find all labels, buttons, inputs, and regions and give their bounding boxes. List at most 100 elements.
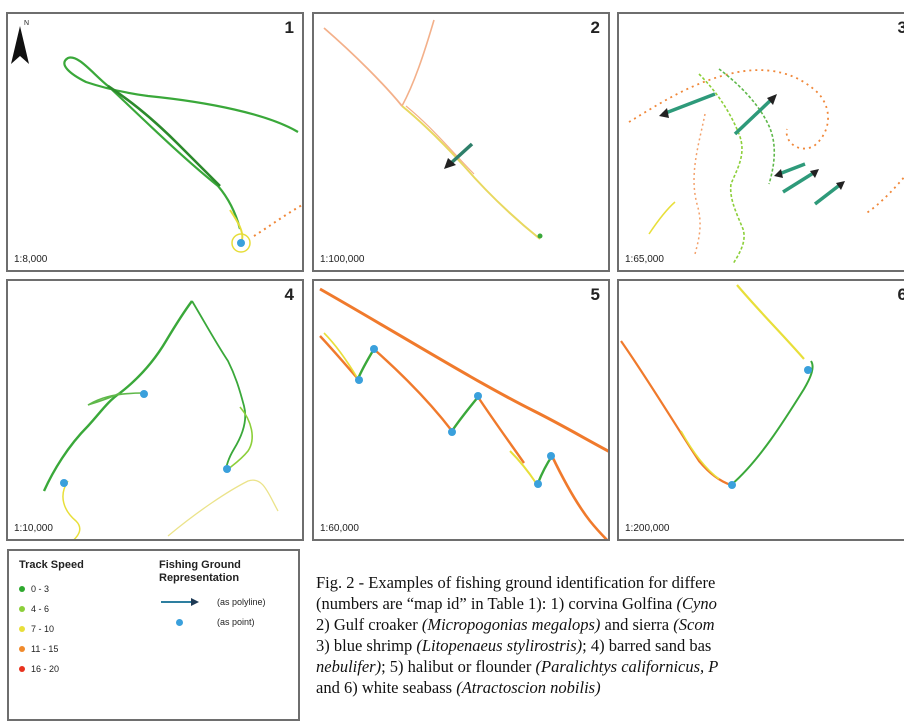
fishing-polyline xyxy=(448,142,474,166)
caption-line: 3) blue shrimp (Litopenaeus stylirostris… xyxy=(316,635,904,656)
track-green xyxy=(356,348,376,380)
fishing-point xyxy=(547,452,555,460)
map-panel-3: 3 1:65,000 xyxy=(617,12,904,272)
track-orange-dotted xyxy=(628,69,829,150)
legend-speed-row: 4 - 6 xyxy=(19,603,50,615)
scale-label: 1:10,000 xyxy=(14,523,53,534)
legend-polyline-label: (as polyline) xyxy=(217,597,266,607)
track-yellow-2 xyxy=(167,479,279,537)
panel-id: 2 xyxy=(590,18,600,37)
track-map-2 xyxy=(323,19,543,240)
track-yellow xyxy=(648,201,676,235)
track-map-6 xyxy=(620,284,814,489)
track-green xyxy=(63,56,299,230)
fishing-point xyxy=(370,345,378,353)
speed-label: 11 - 15 xyxy=(31,644,59,654)
track-yellow xyxy=(62,480,81,539)
fishing-point xyxy=(223,465,231,473)
caption-text: 3) blue shrimp xyxy=(316,636,417,655)
fishing-polyline xyxy=(782,170,816,194)
north-arrow-icon xyxy=(11,26,29,64)
track-orange xyxy=(323,27,403,107)
track-orange xyxy=(620,340,732,487)
fishing-polyline xyxy=(733,96,775,136)
point-ring xyxy=(231,233,251,253)
caption-species: (Scom xyxy=(673,615,715,634)
speed-color-dot xyxy=(19,666,25,672)
caption-text: ; 4) barred sand bas xyxy=(582,636,712,655)
track-orange-dotted xyxy=(253,203,302,237)
north-label: N xyxy=(24,20,30,27)
legend-fishing-title-2: Representation xyxy=(159,572,240,584)
caption-text: and sierra xyxy=(600,615,674,634)
caption-line: nebulifer); 5) halibut or flounder (Para… xyxy=(316,656,904,677)
track-orange-3 xyxy=(477,396,525,464)
caption-text: ; 5) halibut or flounder xyxy=(381,657,536,676)
speed-label: 16 - 20 xyxy=(31,664,60,674)
fishing-point xyxy=(448,428,456,436)
panel-id: 4 xyxy=(284,285,294,304)
scale-label: 1:60,000 xyxy=(320,523,359,534)
track-orange xyxy=(319,335,359,380)
caption-species: (Litopenaeus stylirostris) xyxy=(416,636,583,655)
caption-line: and 6) white seabass (Atractoscion nobil… xyxy=(316,677,904,698)
fishing-point xyxy=(140,390,148,398)
arrowhead-icon xyxy=(444,158,456,169)
legend-speed-row: 0 - 3 xyxy=(19,583,50,595)
caption-text: and 6) white seabass xyxy=(316,678,457,697)
speed-color-dot xyxy=(19,646,25,652)
fishing-point xyxy=(474,392,482,400)
fishing-polyline xyxy=(813,182,843,206)
track-green xyxy=(698,73,745,265)
caption-species: nebulifer) xyxy=(316,657,382,676)
speed-color-dot xyxy=(19,586,25,592)
fishing-point xyxy=(804,366,812,374)
track-green xyxy=(42,300,193,492)
track-orange-dotted-2 xyxy=(864,175,904,215)
track-green xyxy=(730,360,814,486)
fishing-point xyxy=(60,479,68,487)
track-map-5 xyxy=(319,287,608,539)
map-legend: Track Speed 0 - 3 4 - 6 7 - 10 11 - 15 1… xyxy=(7,549,300,721)
track-map-4 xyxy=(42,300,279,539)
point-marker-icon xyxy=(176,619,183,626)
legend-point-label: (as point) xyxy=(217,617,255,627)
panel-id: 6 xyxy=(898,285,904,305)
speed-label: 4 - 6 xyxy=(31,604,50,614)
legend-speed-row: 7 - 10 xyxy=(19,623,54,635)
figure-caption: Fig. 2 - Examples of fishing ground iden… xyxy=(316,572,904,698)
track-green-2 xyxy=(451,396,479,432)
legend-speed-title: Track Speed xyxy=(19,559,84,571)
track-yellow xyxy=(401,105,541,240)
scale-label: 1:200,000 xyxy=(625,523,670,534)
speed-label: 0 - 3 xyxy=(31,584,50,594)
arrowhead-icon xyxy=(810,169,819,178)
caption-text: Fig. 2 - Examples of fishing ground iden… xyxy=(316,573,716,592)
map-panel-4: 4 1:10,000 xyxy=(6,279,304,541)
fishing-point xyxy=(534,480,542,488)
track-orange-long xyxy=(319,287,608,453)
fishing-polyline xyxy=(662,92,716,116)
caption-line: 2) Gulf croaker (Micropogonias megalops)… xyxy=(316,614,904,635)
caption-text: 2) Gulf croaker xyxy=(316,615,422,634)
track-orange-2 xyxy=(401,19,435,107)
legend-speed-row: 11 - 15 xyxy=(19,643,59,655)
track-yellow xyxy=(229,209,244,241)
caption-line: Fig. 2 - Examples of fishing ground iden… xyxy=(316,572,904,593)
fishing-point xyxy=(237,239,245,247)
track-green-3 xyxy=(87,392,145,406)
caption-species: (Paralichtys californicus, P xyxy=(535,657,719,676)
fishing-point xyxy=(728,481,736,489)
map-panel-1: N 1 1:8,000 xyxy=(6,12,304,272)
track-yellow xyxy=(736,284,805,360)
track-yellow-2 xyxy=(509,450,537,484)
legend-speed-row: 16 - 20 xyxy=(19,663,60,675)
caption-text: (numbers are “map id” in Table 1): 1) co… xyxy=(316,594,677,613)
track-green-2 xyxy=(191,300,247,472)
legend-fishing-title-1: Fishing Ground xyxy=(159,559,241,571)
track-yellow-2 xyxy=(680,430,720,480)
scale-label: 1:100,000 xyxy=(320,254,365,265)
panel-id: 3 xyxy=(898,18,904,38)
track-lightgreen xyxy=(225,406,253,472)
track-orange-3 xyxy=(405,105,475,175)
